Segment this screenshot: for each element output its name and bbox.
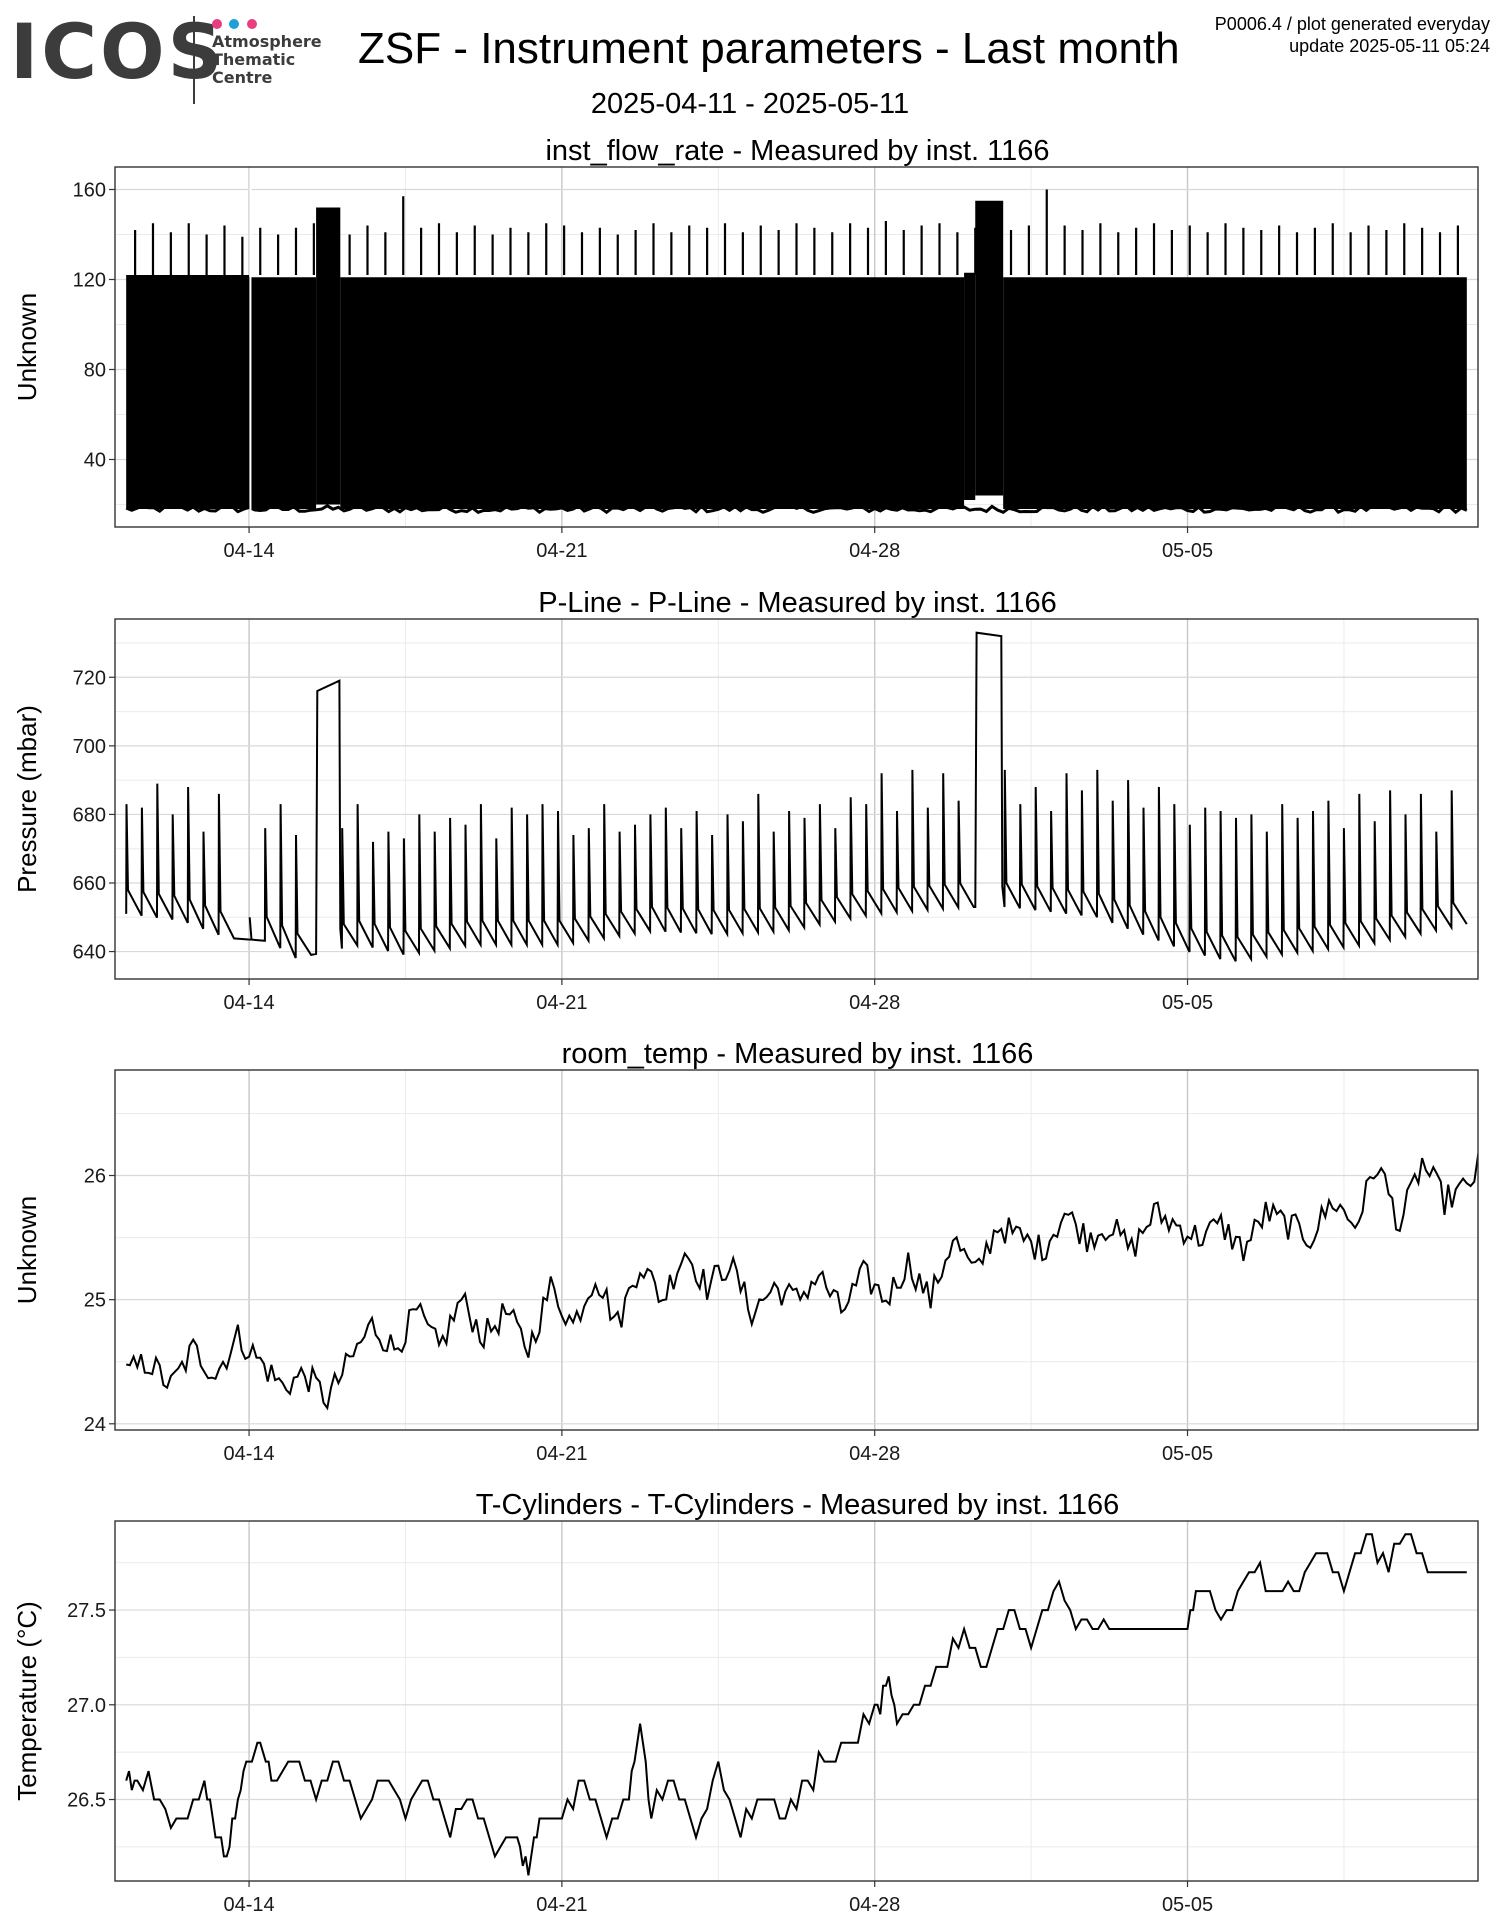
- series-layer: [125, 1533, 1467, 1876]
- logo-subtitle-line3: Centre: [212, 68, 273, 87]
- y-tick-label: 27.0: [67, 1695, 106, 1717]
- plot-background: [115, 1521, 1478, 1881]
- y-axis-label: Unknown: [12, 1196, 42, 1304]
- logo-dots: [212, 16, 260, 34]
- chart-panel-2: 640 660 680 700 720 04-14 04-21 04-28 05-05 Press…: [12, 587, 1479, 1014]
- logo-dot-magenta: [212, 19, 222, 29]
- room-temp-line: [126, 1153, 1478, 1411]
- flow-band-3: [316, 207, 341, 505]
- flow-band-1: [126, 275, 250, 509]
- x-tick-label: 04-14: [223, 540, 274, 562]
- y-tick-label: 700: [73, 736, 106, 758]
- y-tick-label: 720: [73, 667, 106, 689]
- y-tick-label: 25: [84, 1290, 106, 1312]
- y-tick-label: 640: [73, 942, 106, 964]
- x-tick-label: 04-21: [536, 1443, 587, 1465]
- x-tick-label: 05-05: [1162, 540, 1213, 562]
- panel-title: inst_flow_rate - Measured by inst. 1166: [545, 135, 1049, 167]
- flow-band-5: [964, 272, 976, 500]
- y-tick-label: 660: [73, 873, 106, 895]
- y-tick-label: 40: [84, 450, 106, 472]
- y-axis-label: Temperature (°C): [12, 1601, 42, 1801]
- panel-title: T-Cylinders - T-Cylinders - Measured by …: [476, 1489, 1120, 1521]
- y-tick-label: 27.5: [67, 1600, 106, 1622]
- plot-background: [115, 1070, 1478, 1430]
- page-title: ZSF - Instrument parameters - Last month: [358, 24, 1180, 73]
- y-axis-label: Unknown: [12, 293, 42, 401]
- panel-border: [114, 1520, 1479, 1882]
- update-timestamp: update 2025-05-11 05:24: [1289, 36, 1490, 56]
- y-tick-label: 680: [73, 804, 106, 826]
- logo-subtitle-line2: Thematic: [212, 50, 296, 69]
- x-tick-label: 04-14: [223, 992, 274, 1014]
- panel-border: [114, 1069, 1479, 1431]
- cylinder-temp-line: [125, 1533, 1467, 1876]
- product-info: P0006.4 / plot generated everyday: [1214, 14, 1490, 34]
- panel-title: room_temp - Measured by inst. 1166: [562, 1038, 1034, 1070]
- pressure-line: [125, 631, 1468, 963]
- flow-band-2: [249, 277, 317, 509]
- series-layer: [125, 167, 1468, 527]
- x-tick-label: 04-28: [849, 992, 900, 1014]
- y-tick-label: 120: [73, 270, 106, 292]
- y-tick-label: 26: [84, 1166, 106, 1188]
- flow-band-7: [1003, 277, 1467, 509]
- logo-subtitle-line1: Atmosphere: [212, 32, 322, 51]
- data-gap: [249, 167, 252, 527]
- logo-dot-blue: [229, 19, 240, 29]
- series-layer: [125, 631, 1468, 963]
- x-tick-label: 04-28: [849, 540, 900, 562]
- panel-border: [114, 166, 1479, 528]
- x-tick-label: 04-14: [223, 1443, 274, 1465]
- chart-panel-1: 40 80 120 160 04-14 04-21 04-28 05-05 Unknown ins…: [12, 135, 1479, 562]
- x-tick-label: 04-28: [849, 1894, 900, 1916]
- y-tick-label: 160: [73, 180, 106, 202]
- icos-logo: ICOS: [10, 7, 226, 96]
- panel-title: P-Line - P-Line - Measured by inst. 1166: [538, 587, 1057, 619]
- flow-lower-edge: [125, 503, 1468, 515]
- flow-band-4: [340, 277, 965, 509]
- flow-band-6: [975, 200, 1004, 496]
- logo-dot-magenta-2: [246, 19, 257, 29]
- chart-panel-3: 24 25 26 04-14 04-21 04-28 05-05 Unknown room_te…: [12, 1038, 1479, 1465]
- series-layer: [126, 1153, 1478, 1411]
- date-range: 2025-04-11 - 2025-05-11: [590, 88, 910, 120]
- x-tick-label: 04-28: [849, 1443, 900, 1465]
- y-tick-label: 24: [84, 1414, 106, 1436]
- y-axis-label: Pressure (mbar): [12, 705, 42, 893]
- x-tick-label: 05-05: [1162, 1894, 1213, 1916]
- y-tick-label: 80: [84, 360, 106, 382]
- x-tick-label: 04-14: [223, 1894, 274, 1916]
- x-tick-label: 05-05: [1162, 992, 1213, 1014]
- chart-panel-4: 26.5 27.0 27.5 04-14 04-21 04-28 05-05 Temperat…: [12, 1489, 1479, 1916]
- x-tick-label: 05-05: [1162, 1443, 1213, 1465]
- x-tick-label: 04-21: [536, 992, 587, 1014]
- panel-border: [114, 618, 1479, 980]
- plot-background: [115, 619, 1478, 979]
- x-tick-label: 04-21: [536, 540, 587, 562]
- logo-divider: [193, 16, 195, 104]
- report-header: ICOS Atmosphere Thematic Centre ZSF - In…: [0, 0, 1500, 170]
- x-tick-label: 04-21: [536, 1894, 587, 1916]
- y-tick-label: 26.5: [67, 1790, 106, 1812]
